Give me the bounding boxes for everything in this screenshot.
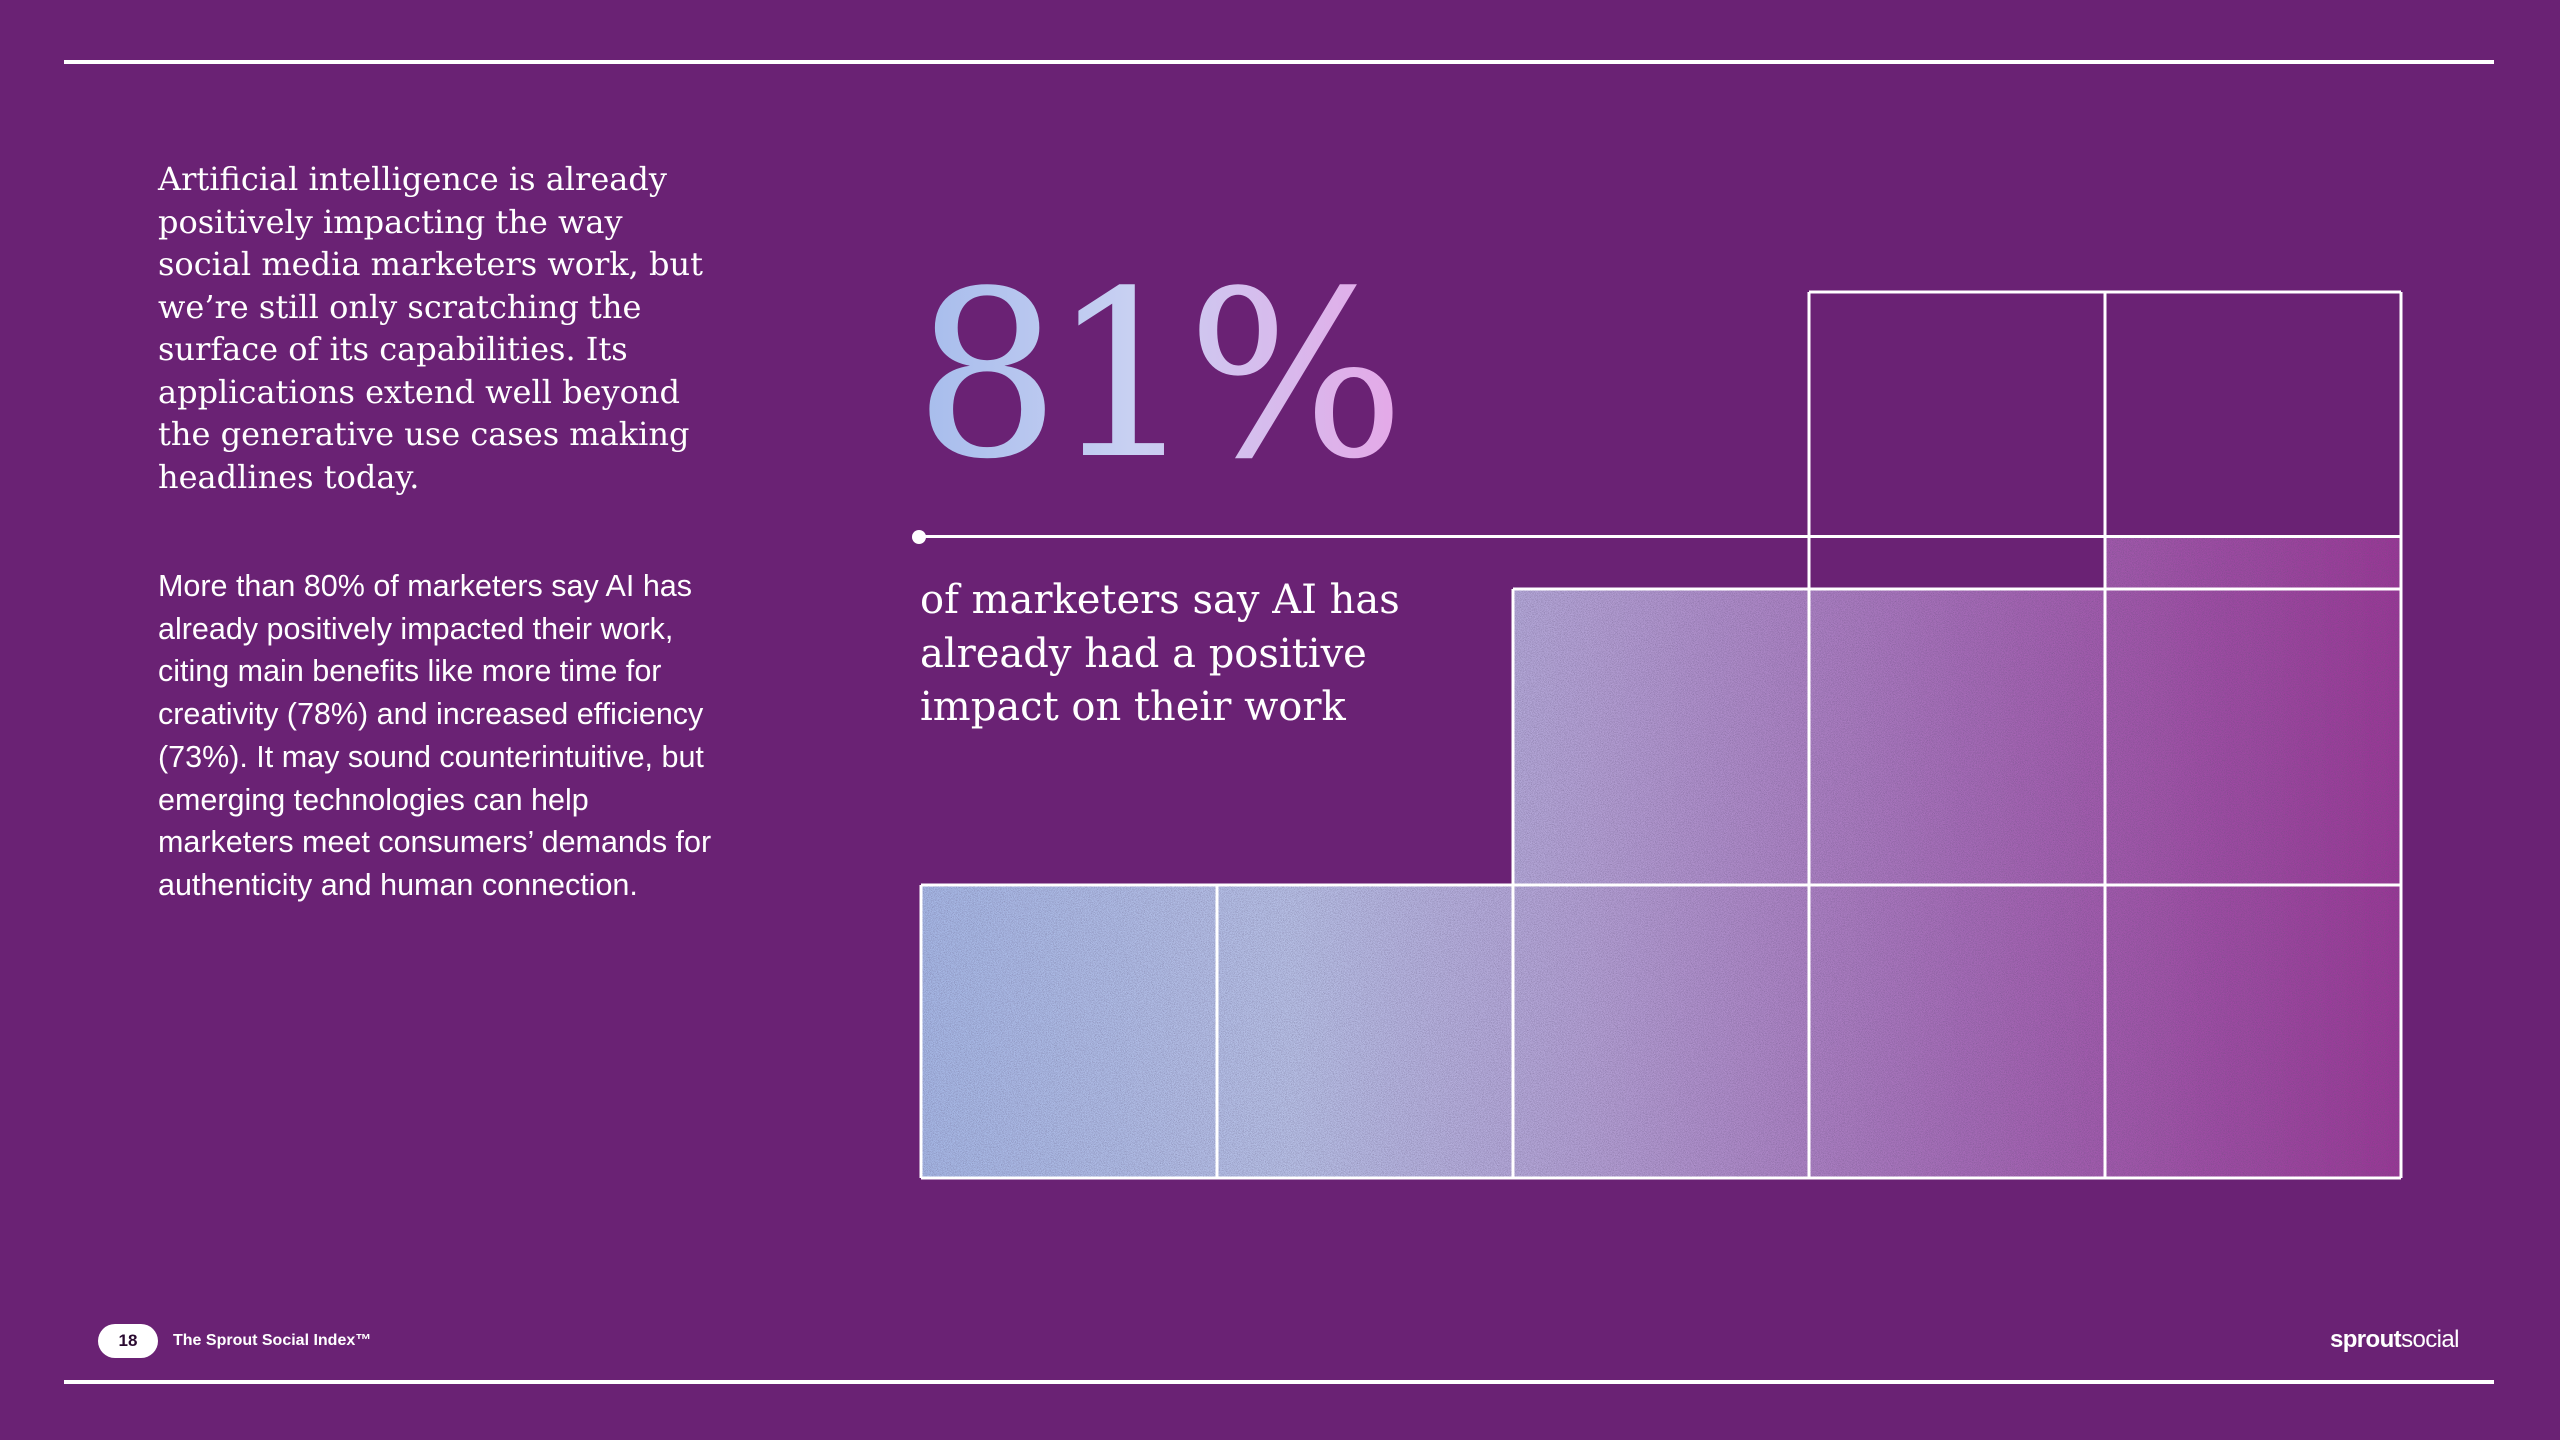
logo-wordmark-regular: social: [2401, 1326, 2459, 1353]
page-number-badge: 18: [98, 1324, 158, 1358]
bottom-rule: [64, 1380, 2494, 1384]
stat-divider-line: [920, 535, 2400, 538]
body-paragraph: More than 80% of marketers say AI has al…: [158, 569, 712, 902]
grid-fill: [921, 538, 2401, 1178]
intro-paragraph: Artificial intelligence is already posit…: [158, 160, 703, 496]
report-title: The Sprout Social Index™: [173, 1332, 372, 1349]
sprout-social-logo: sproutsocial: [2330, 1322, 2464, 1358]
logo-wordmark-bold: sprout: [2330, 1326, 2402, 1353]
top-rule: [64, 60, 2494, 64]
big-stat-value: 81%: [914, 243, 1405, 510]
stat-caption: of marketers say AI has already had a po…: [920, 577, 1400, 730]
stat-line-dot: [912, 530, 926, 544]
